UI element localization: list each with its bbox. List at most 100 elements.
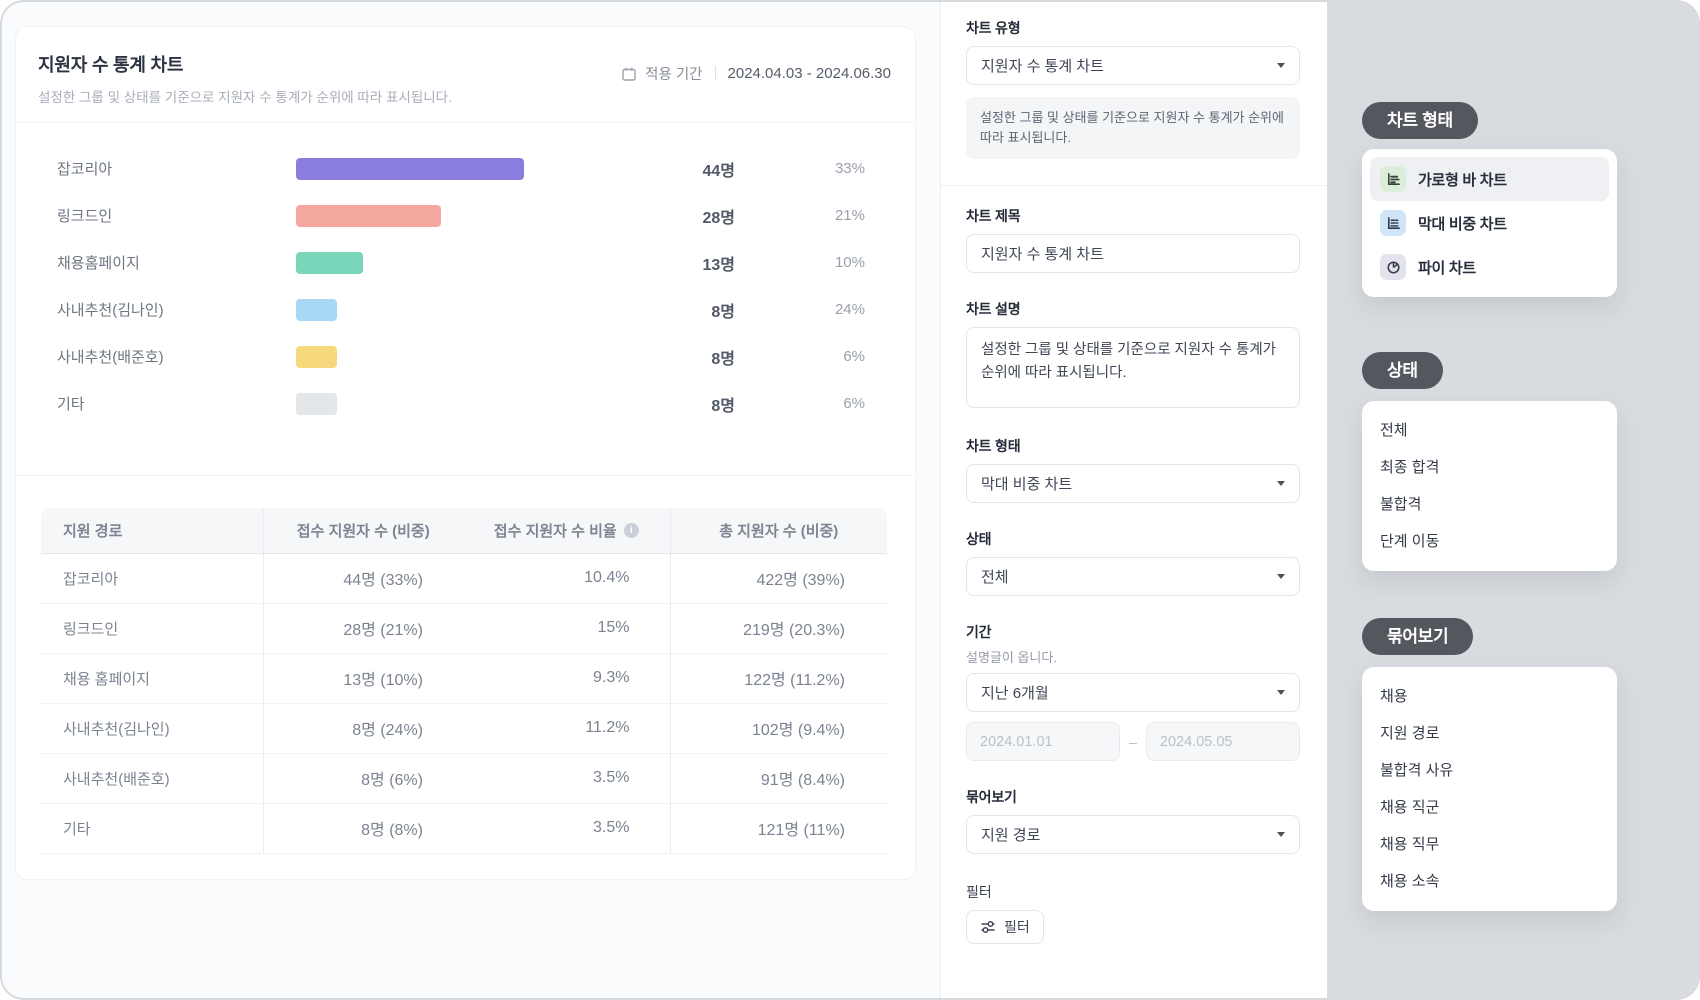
chart-title-label: 차트 제목	[966, 208, 1021, 225]
group-by-option[interactable]: 불합격 사유	[1380, 762, 1454, 779]
chart-count: 13명	[702, 256, 735, 274]
status-value: 전체	[981, 569, 1009, 587]
chart-desc-field-wrap: 설정한 그룹 및 상태를 기준으로 지원자 수 통계가 순위에 따라 표시됩니다…	[966, 327, 1300, 409]
chart-row: 링크드인 28명 21%	[57, 192, 865, 239]
column-header: 접수 지원자 수 비율 i	[463, 508, 670, 554]
table-cell: 3.5%	[463, 753, 670, 804]
chart-percent: 6%	[843, 395, 865, 412]
applied-period: 적용 기간 2024.04.03 - 2024.06.30	[621, 63, 891, 84]
chart-category-label: 채용홈페이지	[57, 255, 140, 272]
chart-bar	[296, 204, 441, 227]
table-cell: 219명 (20.3%)	[669, 603, 887, 654]
chart-count: 8명	[711, 350, 735, 368]
group-by-option[interactable]: 지원 경로	[1380, 725, 1440, 742]
group-by-callout-badge: 묶어보기	[1362, 618, 1474, 655]
table-cell: 102명 (9.4%)	[669, 703, 887, 754]
chart-count: 8명	[711, 397, 735, 415]
group-by-option[interactable]: 채용	[1380, 688, 1408, 705]
group-by-options-card: 채용 지원 경로 불합격 사유 채용 직군 채용 직무 채용 소속	[1362, 667, 1617, 911]
status-option[interactable]: 최종 합격	[1380, 459, 1440, 476]
chart-type-help: 설정한 그룹 및 상태를 기준으로 지원자 수 통계가 순위에 따라 표시됩니다…	[966, 97, 1300, 160]
group-by-option[interactable]: 채용 소속	[1380, 873, 1440, 890]
option-label: 가로형 바 차트	[1418, 171, 1507, 189]
horizontal-bar-chart-icon	[1380, 166, 1406, 192]
status-select[interactable]: 전체	[966, 557, 1300, 597]
table-cell: 28명 (21%)	[262, 603, 463, 654]
table-row: 채용 홈페이지 13명 (10%) 9.3% 122명 (11.2%)	[41, 653, 887, 704]
start-date-field[interactable]: 2024.01.01	[966, 722, 1121, 762]
chevron-down-icon	[1277, 832, 1285, 838]
table-cell: 9.3%	[463, 653, 670, 704]
pie-chart-icon	[1380, 254, 1406, 280]
group-by-option[interactable]: 채용 직군	[1380, 799, 1440, 816]
chart-shape-select[interactable]: 막대 비중 차트	[966, 464, 1300, 504]
chart-bar	[296, 298, 337, 321]
table-cell: 채용 홈페이지	[41, 653, 263, 704]
table-cell: 잡코리아	[41, 553, 263, 604]
status-option[interactable]: 불합격	[1380, 496, 1422, 513]
chart-row: 채용홈페이지 13명 10%	[57, 239, 865, 286]
chart-type-select[interactable]: 지원자 수 통계 차트	[966, 46, 1300, 85]
period-label: 적용 기간	[645, 67, 703, 83]
table-cell: 기타	[41, 803, 263, 854]
option-pie-chart[interactable]: 파이 차트	[1370, 245, 1609, 289]
page-title: 지원자 수 통계 차트	[38, 55, 184, 75]
period-select[interactable]: 지난 6개월	[966, 673, 1300, 713]
chart-bar	[296, 251, 363, 274]
table-row: 잡코리아 44명 (33%) 10.4% 422명 (39%)	[41, 553, 887, 604]
form-divider	[941, 185, 1327, 187]
chart-title-input[interactable]	[981, 245, 1285, 263]
chart-desc-label: 차트 설명	[966, 301, 1021, 318]
table-row: 기타 8명 (8%) 3.5% 121명 (11%)	[41, 803, 887, 854]
option-label: 막대 비중 차트	[1418, 215, 1507, 233]
period-value: 2024.04.03 - 2024.06.30	[727, 65, 891, 82]
table-cell: 8명 (6%)	[262, 753, 463, 804]
table-cell: 121명 (11%)	[669, 803, 887, 854]
page-subtitle: 설정한 그룹 및 상태를 기준으로 지원자 수 통계가 순위에 따라 표시됩니다…	[38, 90, 452, 105]
status-option[interactable]: 전체	[1380, 422, 1408, 439]
group-by-option[interactable]: 채용 직무	[1380, 836, 1440, 853]
table-cell: 8명 (24%)	[262, 703, 463, 754]
chart-category-label: 기타	[57, 396, 85, 413]
chart-percent: 24%	[834, 301, 865, 318]
end-date-field[interactable]: 2024.05.05	[1145, 722, 1301, 762]
sliders-icon	[981, 921, 995, 934]
bar-ratio-chart-icon	[1380, 210, 1406, 236]
period-field-label: 기간	[966, 624, 992, 641]
filter-button[interactable]: 필터	[966, 910, 1044, 945]
table-header-row: 지원 경로 접수 지원자 수 (비중) 접수 지원자 수 비율 i 총 지원자 …	[41, 508, 887, 554]
table-cell: 8명 (8%)	[262, 803, 463, 854]
group-by-select[interactable]: 지원 경로	[966, 815, 1300, 855]
group-by-value: 지원 경로	[981, 827, 1041, 845]
date-range-dash: –	[1129, 733, 1137, 750]
table-cell: 사내추천(배준호)	[41, 753, 263, 804]
table-cell: 422명 (39%)	[669, 553, 887, 604]
report-card-header: 지원자 수 통계 차트 설정한 그룹 및 상태를 기준으로 지원자 수 통계가 …	[16, 27, 915, 123]
chart-percent: 21%	[834, 207, 865, 224]
status-option[interactable]: 단계 이동	[1380, 533, 1440, 550]
status-callout-badge: 상태	[1362, 352, 1443, 389]
chart-title-field-wrap	[966, 234, 1300, 274]
chart-desc-textarea[interactable]: 설정한 그룹 및 상태를 기준으로 지원자 수 통계가 순위에 따라 표시됩니다…	[981, 339, 1285, 392]
table-cell: 10.4%	[463, 553, 670, 604]
table-cell: 11.2%	[463, 703, 670, 754]
horizontal-bar-chart: 잡코리아 44명 33% 링크드인 28명 21% 채용홈페이지 13명 10%	[16, 123, 915, 451]
table-row: 사내추천(김나인) 8명 (24%) 11.2% 102명 (9.4%)	[41, 703, 887, 754]
section-divider	[16, 475, 915, 476]
table-cell: 3.5%	[463, 803, 670, 854]
chart-row: 잡코리아 44명 33%	[57, 145, 865, 192]
filter-label: 필터	[966, 884, 992, 901]
chart-count: 8명	[711, 303, 735, 321]
chart-type-value: 지원자 수 통계 차트	[981, 58, 1104, 75]
option-bar-ratio-chart[interactable]: 막대 비중 차트	[1370, 201, 1609, 245]
status-options-card: 전체 최종 합격 불합격 단계 이동	[1362, 401, 1617, 571]
table-cell: 13명 (10%)	[262, 653, 463, 704]
chart-category-label: 잡코리아	[57, 161, 113, 178]
table-cell: 사내추천(김나인)	[41, 703, 263, 754]
option-horizontal-bar-chart[interactable]: 가로형 바 차트	[1370, 157, 1609, 201]
period-help-text: 설명글이 옵니다.	[966, 650, 1057, 666]
table-row: 사내추천(배준호) 8명 (6%) 3.5% 91명 (8.4%)	[41, 753, 887, 804]
table-row: 링크드인 28명 (21%) 15% 219명 (20.3%)	[41, 603, 887, 654]
table-cell: 91명 (8.4%)	[669, 753, 887, 804]
info-icon[interactable]: i	[623, 522, 639, 538]
